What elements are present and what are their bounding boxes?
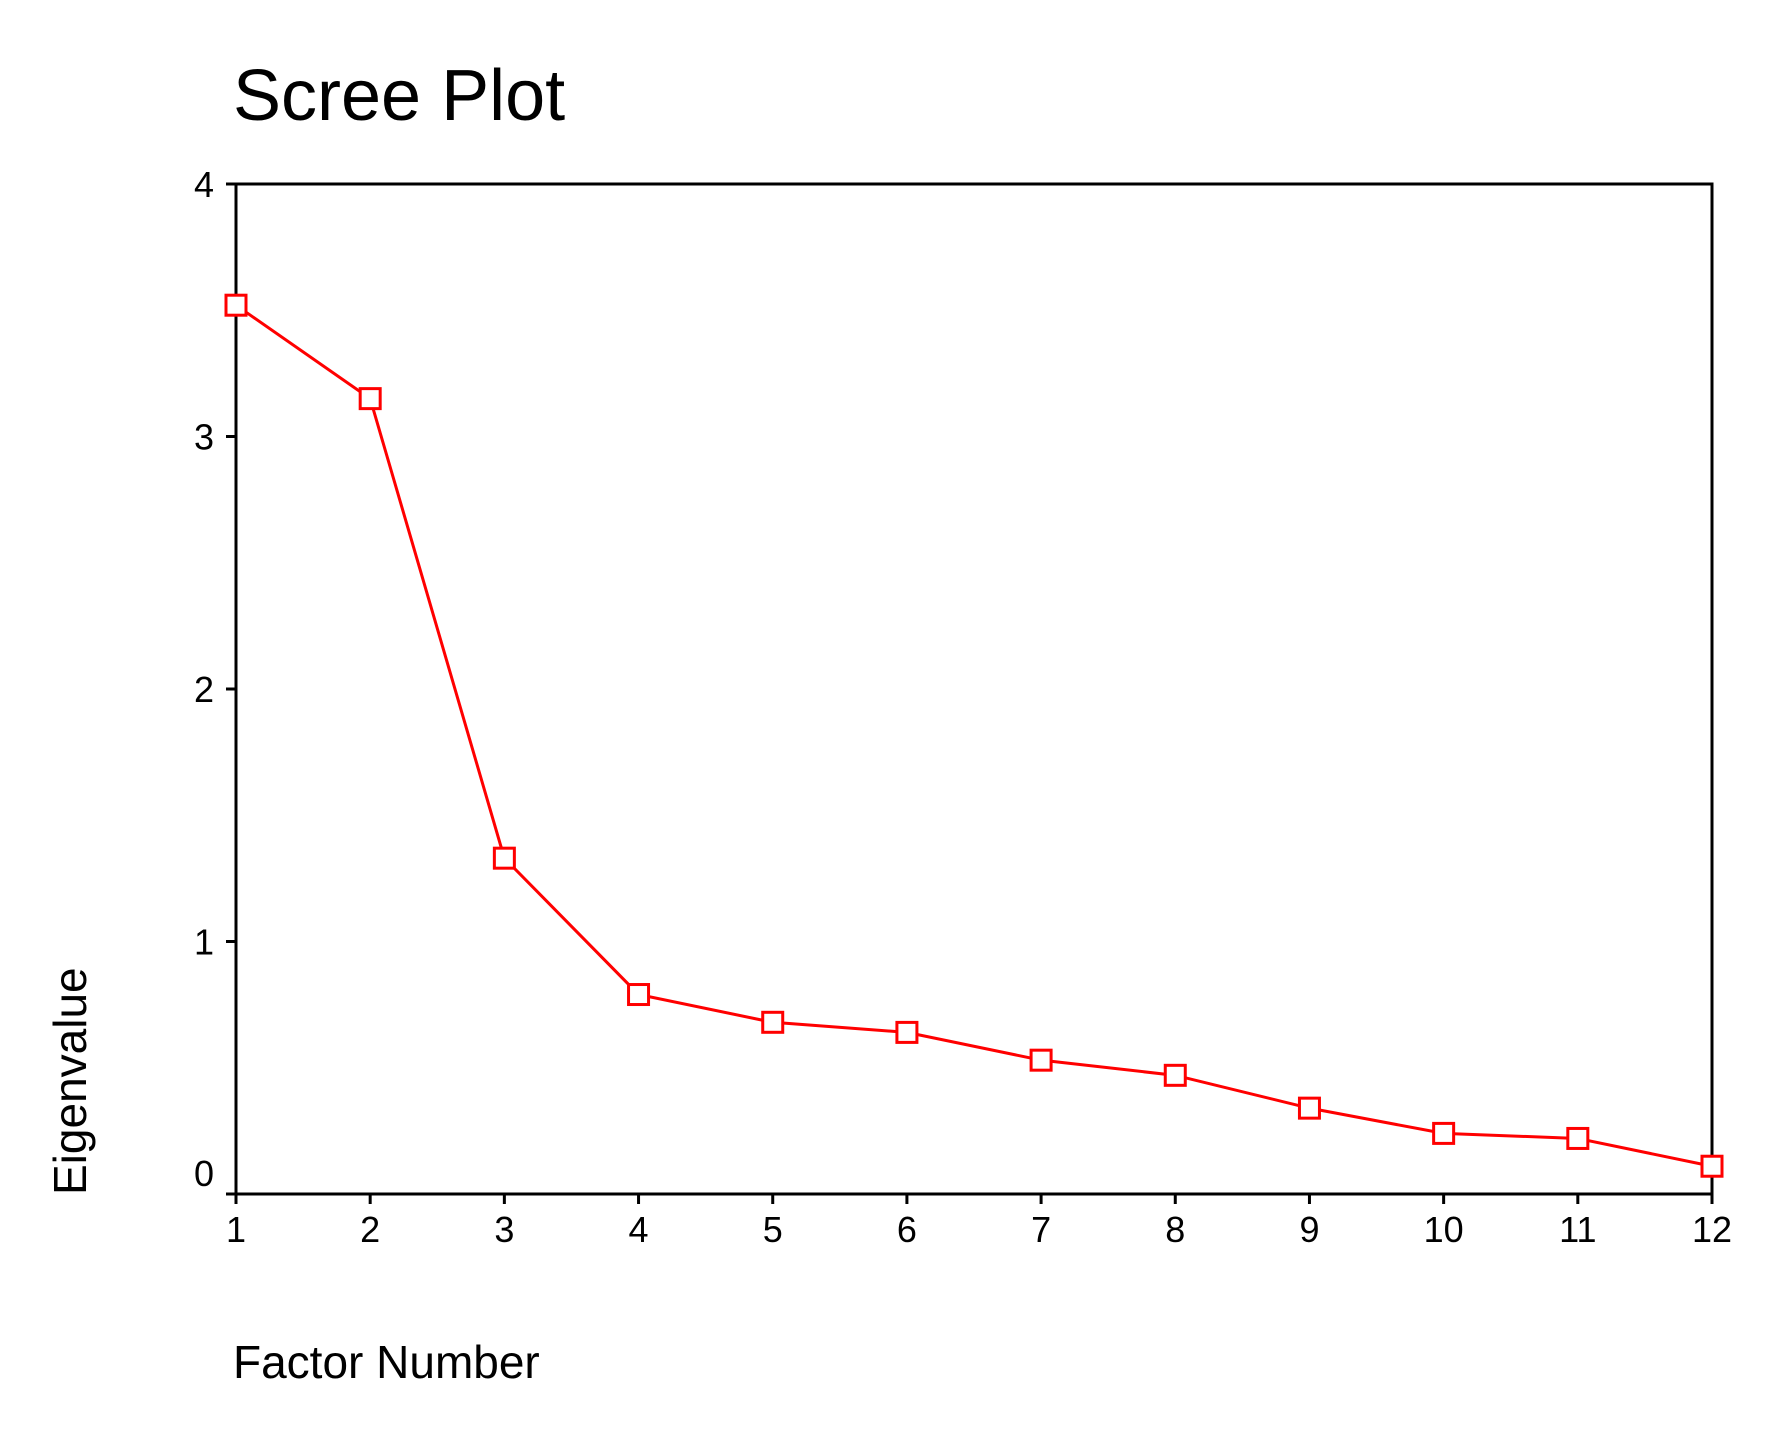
x-tick-label: 7	[1031, 1209, 1051, 1250]
data-point-factor-4	[627, 983, 651, 1007]
x-tick-label: 3	[494, 1209, 514, 1250]
data-point-factor-2	[358, 387, 382, 411]
chart-title: Scree Plot	[233, 56, 565, 136]
x-axis: 1 2 3 4 5 6 7 8 9 10 11 12	[226, 1194, 1732, 1250]
data-point-factor-5	[761, 1010, 785, 1034]
plot-area-frame	[234, 182, 1714, 1196]
x-tick-label: 12	[1692, 1209, 1732, 1250]
y-axis: 0 1 2 3 4	[194, 164, 236, 1196]
eigenvalue-series-line	[235, 303, 1713, 1168]
data-point-factor-6	[895, 1020, 919, 1044]
x-tick-label: 11	[1559, 1209, 1596, 1250]
y-tick-label: 3	[194, 417, 214, 458]
data-point-factor-11	[1566, 1126, 1590, 1150]
data-point-factor-9	[1297, 1096, 1321, 1120]
x-tick-label: 9	[1299, 1209, 1319, 1250]
y-tick-label: 4	[194, 164, 214, 205]
y-tick-label: 2	[194, 669, 214, 710]
y-tick-label: 1	[194, 922, 214, 963]
data-point-factor-8	[1163, 1063, 1187, 1087]
x-tick-label: 5	[763, 1209, 783, 1250]
data-point-factor-12	[1700, 1154, 1724, 1178]
x-axis-label: Factor Number	[233, 1336, 540, 1388]
x-tick-label: 8	[1165, 1209, 1185, 1250]
data-point-factor-3	[492, 846, 516, 870]
x-tick-label: 6	[897, 1209, 917, 1250]
x-tick-label: 2	[360, 1209, 380, 1250]
data-point-factor-7	[1029, 1048, 1053, 1072]
x-tick-label: 4	[629, 1209, 649, 1250]
x-tick-label: 10	[1424, 1209, 1464, 1250]
y-axis-label: Eigenvalue	[44, 967, 96, 1195]
x-tick-label: 1	[226, 1209, 246, 1250]
y-tick-label: 0	[194, 1153, 214, 1194]
data-point-markers	[224, 293, 1724, 1178]
data-point-factor-10	[1432, 1121, 1456, 1145]
data-point-factor-1	[224, 293, 248, 317]
